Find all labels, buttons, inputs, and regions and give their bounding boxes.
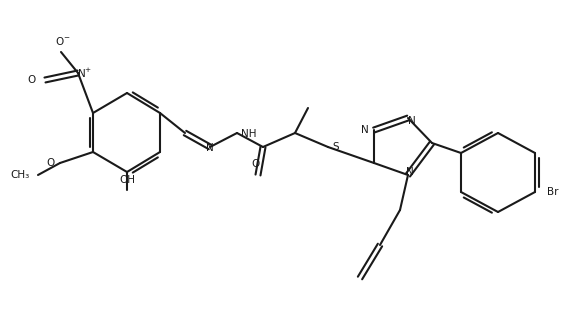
Text: CH₃: CH₃ bbox=[11, 170, 30, 180]
Text: N: N bbox=[361, 125, 369, 135]
Text: O$^{-}$: O$^{-}$ bbox=[55, 35, 71, 47]
Text: OH: OH bbox=[119, 175, 135, 185]
Text: N: N bbox=[408, 116, 416, 126]
Text: S: S bbox=[332, 142, 339, 152]
Text: N: N bbox=[406, 167, 414, 177]
Text: Br: Br bbox=[547, 187, 559, 197]
Text: NH: NH bbox=[241, 129, 257, 139]
Text: N: N bbox=[206, 143, 214, 153]
Text: O: O bbox=[27, 75, 35, 85]
Text: O: O bbox=[47, 158, 55, 168]
Text: O: O bbox=[252, 159, 260, 169]
Text: N$^{+}$: N$^{+}$ bbox=[77, 66, 93, 79]
